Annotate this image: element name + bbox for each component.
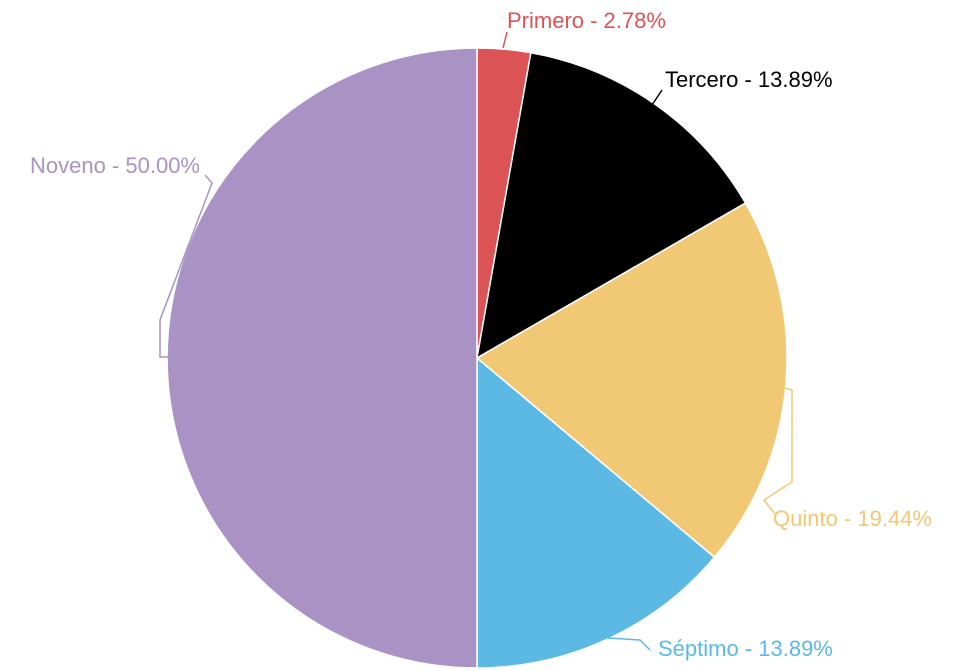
slice-label: Primero - 2.78%	[507, 8, 666, 33]
leader-line	[502, 31, 508, 49]
leader-line	[762, 387, 793, 515]
slice-label: Tercero - 13.89%	[665, 67, 833, 92]
pie-slice	[475, 202, 788, 559]
slice-label: Noveno - 50.00%	[30, 153, 200, 178]
pie-slice	[166, 47, 478, 669]
pie-slice	[476, 356, 716, 669]
leader-line	[607, 637, 651, 651]
pie-slice	[475, 51, 747, 360]
leader-line	[651, 89, 663, 106]
slice-label: Séptimo - 13.89%	[658, 636, 833, 661]
leader-line	[159, 174, 213, 358]
slice-label: Quinto - 19.44%	[773, 506, 932, 531]
